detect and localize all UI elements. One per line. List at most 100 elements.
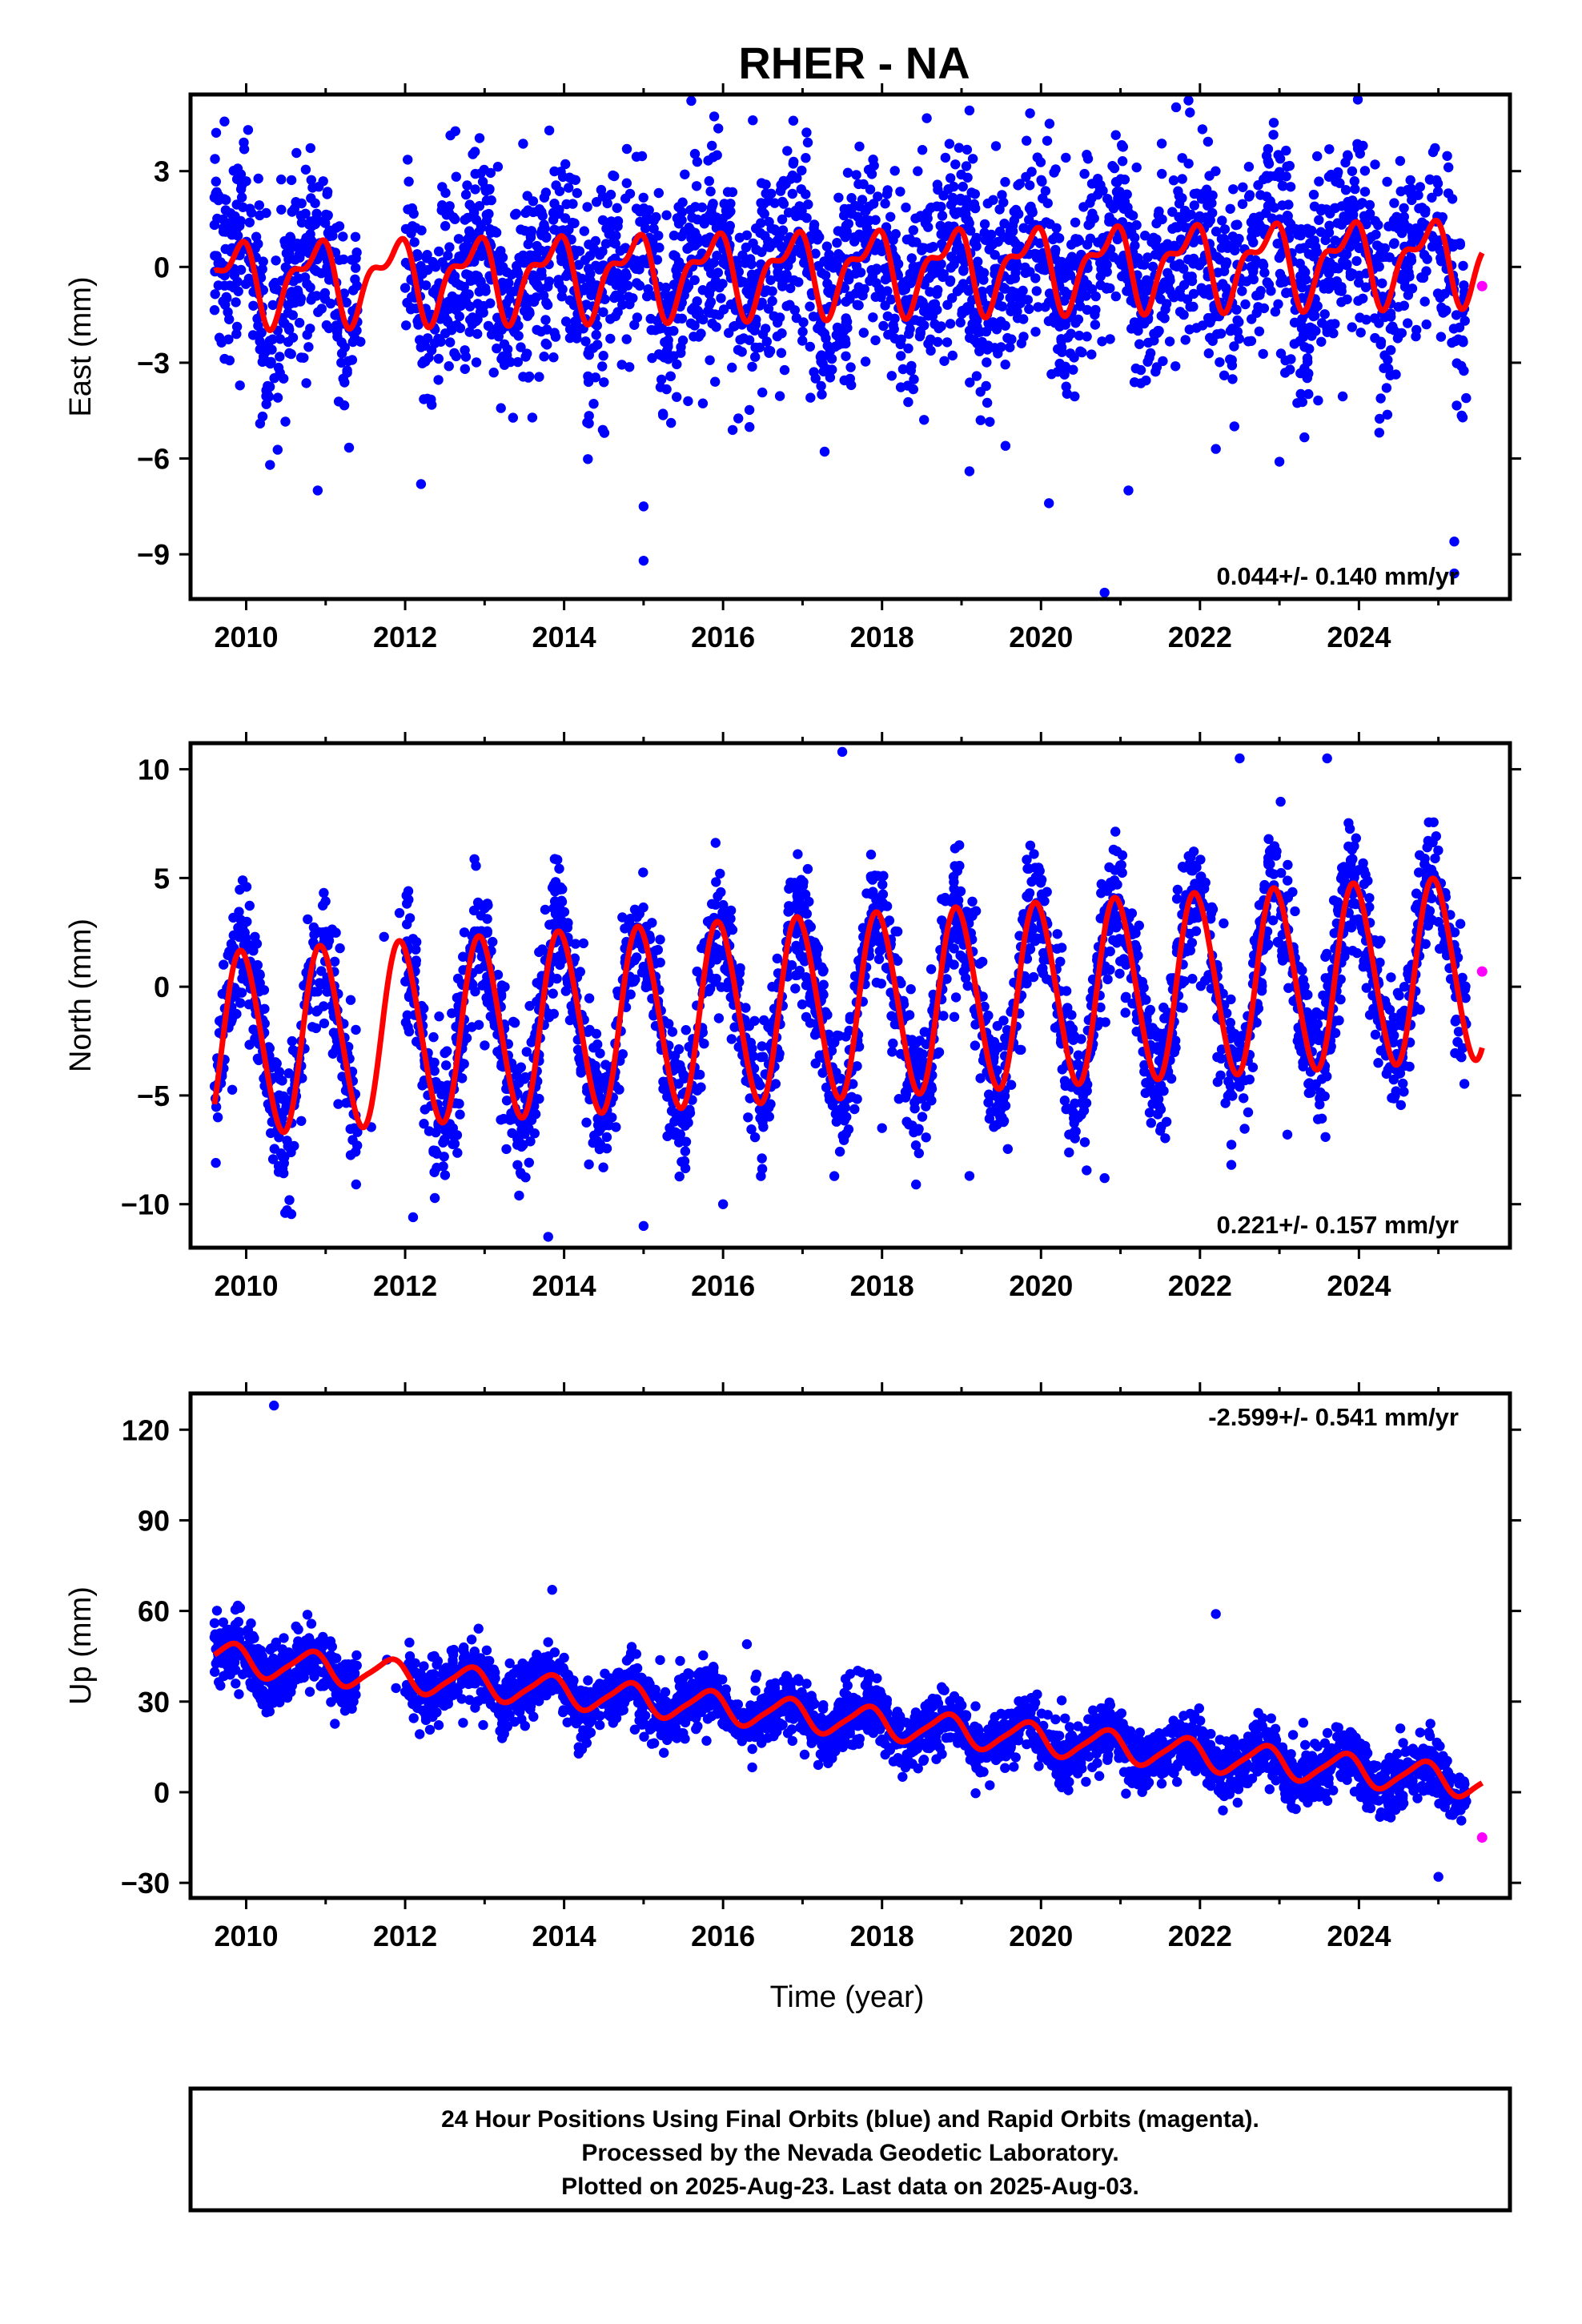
- data-point: [819, 328, 829, 339]
- data-point: [635, 207, 645, 217]
- data-point: [514, 1190, 524, 1201]
- data-point: [540, 315, 551, 325]
- data-point: [538, 290, 549, 301]
- data-point: [933, 184, 943, 195]
- data-point: [1334, 1015, 1344, 1026]
- y-tick-label: −6: [137, 443, 170, 476]
- data-point: [957, 305, 968, 316]
- data-point: [519, 306, 530, 316]
- data-point: [469, 275, 480, 285]
- data-point: [508, 286, 519, 297]
- data-point: [413, 320, 424, 330]
- data-point: [1178, 1003, 1188, 1013]
- data-point: [406, 304, 416, 315]
- data-point: [306, 193, 316, 203]
- data-point: [1375, 935, 1386, 946]
- data-point: [905, 268, 916, 279]
- data-point: [452, 294, 462, 304]
- data-point: [939, 356, 950, 366]
- data-point: [255, 210, 265, 221]
- data-point: [793, 277, 804, 287]
- data-point: [1297, 396, 1308, 408]
- data-point: [1131, 219, 1142, 231]
- data-point: [690, 202, 701, 212]
- data-point: [785, 283, 796, 294]
- data-point: [721, 205, 732, 216]
- data-point: [1461, 392, 1472, 404]
- data-point: [1060, 320, 1070, 330]
- data-point: [539, 352, 549, 362]
- data-point: [888, 1038, 898, 1049]
- data-point: [303, 914, 313, 925]
- data-point: [301, 378, 311, 388]
- data-point: [1188, 301, 1199, 312]
- data-point: [1196, 286, 1207, 296]
- data-point: [1308, 189, 1319, 200]
- data-point: [220, 205, 231, 215]
- data-point: [794, 201, 805, 211]
- data-point: [1270, 307, 1281, 317]
- data-point: [651, 211, 661, 223]
- data-point: [722, 187, 733, 197]
- data-point: [652, 316, 663, 326]
- data-point: [1452, 400, 1462, 411]
- data-point: [586, 290, 596, 300]
- data-point: [648, 223, 659, 234]
- data-point: [854, 141, 865, 152]
- data-point: [306, 175, 316, 185]
- data-point: [1281, 171, 1291, 182]
- data-point: [691, 181, 702, 191]
- data-point: [789, 156, 799, 167]
- data-point: [1022, 854, 1032, 865]
- data-point: [258, 256, 268, 267]
- data-point: [709, 111, 720, 122]
- data-point: [1299, 342, 1310, 352]
- data-point: [239, 137, 249, 148]
- data-point: [427, 400, 437, 410]
- data-point: [1225, 326, 1236, 336]
- data-point: [759, 287, 769, 298]
- data-point: [1227, 374, 1238, 384]
- data-point: [1085, 233, 1096, 243]
- data-point: [1326, 319, 1336, 329]
- data-point: [1350, 235, 1361, 245]
- data-point: [981, 380, 991, 392]
- data-point: [1348, 210, 1359, 220]
- data-point: [1188, 288, 1199, 300]
- data-point: [241, 176, 251, 187]
- data-point: [460, 345, 470, 356]
- data-point: [459, 281, 469, 292]
- y-axis-label: East (mm): [64, 276, 98, 416]
- data-point: [601, 1132, 612, 1143]
- data-point: [572, 187, 582, 199]
- data-point: [448, 212, 459, 223]
- data-point: [801, 908, 812, 919]
- data-point: [212, 213, 223, 224]
- data-point: [343, 442, 355, 453]
- data-point: [1436, 302, 1447, 313]
- data-point: [1320, 1132, 1331, 1143]
- data-point: [451, 277, 461, 288]
- data-point: [705, 355, 715, 365]
- data-point: [441, 1060, 452, 1071]
- data-point: [600, 239, 612, 249]
- data-point: [223, 334, 234, 344]
- data-point: [1388, 239, 1399, 249]
- data-point: [417, 268, 428, 279]
- data-point: [774, 391, 785, 401]
- data-point: [1105, 334, 1115, 344]
- data-point: [554, 863, 564, 875]
- data-point: [1316, 336, 1327, 347]
- data-point: [502, 344, 513, 355]
- data-point: [1352, 94, 1363, 105]
- data-point: [300, 164, 311, 175]
- data-point: [351, 1179, 361, 1190]
- data-point: [1427, 147, 1439, 158]
- data-point: [465, 315, 476, 325]
- data-point: [853, 282, 864, 292]
- outlier-point: [1099, 587, 1110, 598]
- data-point: [1212, 329, 1223, 340]
- data-point: [901, 298, 912, 308]
- data-point: [831, 330, 842, 340]
- data-point: [777, 241, 787, 252]
